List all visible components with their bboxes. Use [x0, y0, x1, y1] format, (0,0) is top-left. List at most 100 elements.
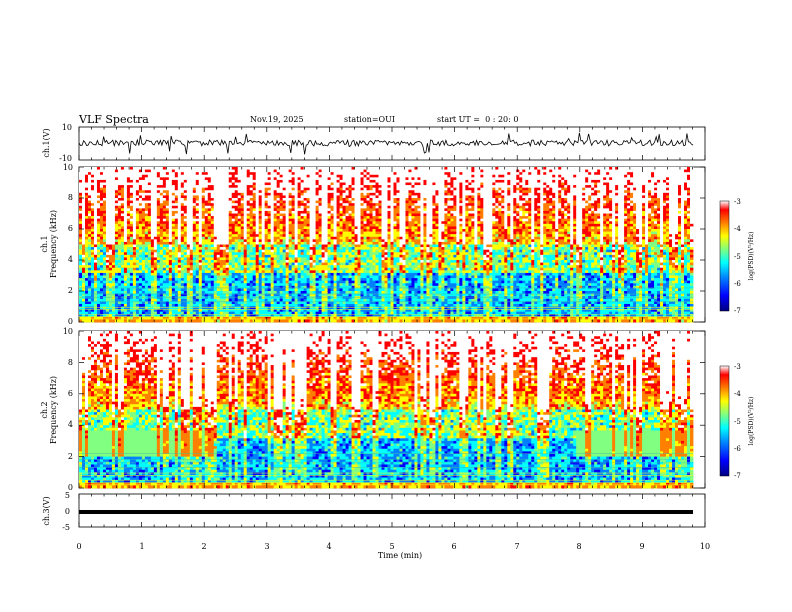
spectrogram-cell: [142, 203, 145, 206]
spectrogram-cell: [271, 296, 274, 299]
spectrogram-cell: [91, 299, 94, 302]
spectrogram-cell: [196, 288, 199, 291]
spectrogram-cell: [208, 185, 211, 188]
spectrogram-cell: [136, 239, 139, 242]
spectrogram-cell: [247, 221, 250, 224]
spectrogram-cell: [286, 307, 289, 310]
spectrogram-cell: [85, 185, 88, 188]
spectrogram-cell: [79, 203, 82, 206]
spectrogram-cell: [88, 296, 91, 299]
spectrogram-cell: [301, 170, 304, 173]
spectrogram-cell: [292, 263, 295, 266]
spectrogram-cell: [211, 219, 214, 222]
spectrogram-cell: [253, 232, 256, 235]
spectrogram-cell: [217, 257, 220, 260]
spectrogram-cell: [166, 296, 169, 299]
spectrogram-cell: [289, 198, 292, 201]
spectrogram-cell: [301, 167, 304, 170]
spectrogram-cell: [223, 283, 226, 286]
spectrogram-cell: [94, 283, 97, 286]
spectrogram-cell: [163, 319, 166, 322]
spectrogram-cell: [313, 172, 316, 175]
spectrogram-cell: [82, 175, 85, 178]
spectrogram-cell: [253, 283, 256, 286]
spectrogram-cell: [316, 291, 319, 294]
spectrogram-cell: [307, 211, 310, 214]
spectrogram-cell: [259, 319, 262, 322]
spectrogram-cell: [211, 221, 214, 224]
spectrogram-cell: [106, 245, 109, 248]
spectrogram-cell: [268, 229, 271, 232]
spectrogram-cell: [91, 317, 94, 320]
spectrogram-cell: [301, 296, 304, 299]
spectrogram-cell: [166, 188, 169, 191]
spectrogram-cell: [208, 291, 211, 294]
spectrogram-cell: [169, 237, 172, 240]
spectrogram-cell: [139, 237, 142, 240]
spectrogram-cell: [274, 276, 277, 279]
spectrogram-cell: [268, 250, 271, 253]
spectrogram-cell: [88, 211, 91, 214]
spectrogram-cell: [97, 281, 100, 284]
spectrogram-cell: [205, 250, 208, 253]
spectrogram-cell: [115, 221, 118, 224]
spectrogram-cell: [289, 234, 292, 237]
spectrogram-cell: [253, 291, 256, 294]
spectrogram-cell: [232, 175, 235, 178]
spectrogram-cell: [307, 229, 310, 232]
spectrogram-cell: [316, 170, 319, 173]
spectrogram-cell: [145, 242, 148, 245]
spectrogram-cell: [265, 170, 268, 173]
spectrogram-cell: [202, 288, 205, 291]
spectrogram-cell: [115, 260, 118, 263]
spectrogram-cell: [190, 175, 193, 178]
spectrogram-cell: [313, 247, 316, 250]
spectrogram-cell: [178, 214, 181, 217]
spectrogram-cell: [91, 250, 94, 253]
spectrogram-cell: [178, 185, 181, 188]
spectrogram-cell: [166, 177, 169, 180]
spectrogram-cell: [265, 265, 268, 268]
spectrogram-cell: [199, 283, 202, 286]
spectrogram-cell: [145, 291, 148, 294]
spectrogram-cell: [283, 183, 286, 186]
spectrogram-cell: [208, 276, 211, 279]
spectrogram-cell: [259, 281, 262, 284]
spectrogram-cell: [247, 198, 250, 201]
spectrogram-cell: [196, 319, 199, 322]
spectrogram-cell: [229, 190, 232, 193]
spectrogram-cell: [160, 198, 163, 201]
spectrogram-cell: [169, 281, 172, 284]
spectrogram-cell: [139, 177, 142, 180]
spectrogram-cell: [241, 291, 244, 294]
spectrogram-cell: [82, 247, 85, 250]
spectrogram-cell: [256, 239, 259, 242]
spectrogram-cell: [280, 307, 283, 310]
spectrogram-cell: [94, 229, 97, 232]
spectrogram-cell: [94, 193, 97, 196]
spectrogram-cell: [268, 278, 271, 281]
spectrogram-cell: [172, 190, 175, 193]
spectrogram-cell: [193, 175, 196, 178]
spectrogram-cell: [127, 193, 130, 196]
spectrogram-cell: [247, 229, 250, 232]
spectrogram-cell: [277, 242, 280, 245]
spectrogram-cell: [91, 188, 94, 191]
spectrogram-cell: [175, 299, 178, 302]
spectrogram-cell: [313, 242, 316, 245]
spectrogram-cell: [238, 239, 241, 242]
spectrogram-cell: [166, 270, 169, 273]
spectrogram-cell: [193, 226, 196, 229]
spectrogram-cell: [127, 180, 130, 183]
spectrogram-cell: [139, 283, 142, 286]
spectrogram-cell: [106, 226, 109, 229]
spectrogram-cell: [223, 214, 226, 217]
spectrogram-cell: [133, 257, 136, 260]
spectrogram-cell: [232, 268, 235, 271]
spectrogram-cell: [241, 239, 244, 242]
spectrogram-cell: [250, 211, 253, 214]
spectrogram-cell: [253, 270, 256, 273]
spectrogram-cell: [277, 304, 280, 307]
spectrogram-cell: [298, 286, 301, 289]
spectrogram-cell: [226, 291, 229, 294]
